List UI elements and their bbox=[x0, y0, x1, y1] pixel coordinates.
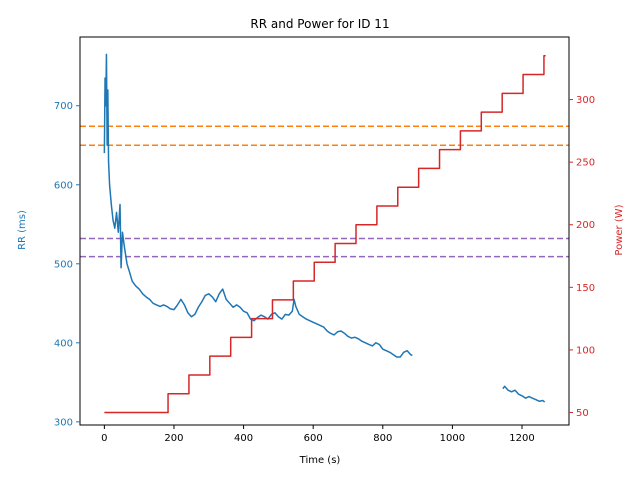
left-axis-title: RR (ms) bbox=[17, 210, 28, 250]
plot-frame bbox=[79, 36, 570, 426]
rr-line bbox=[103, 53, 546, 403]
right-axis-ticks: 50 100 150 200 250 300 bbox=[569, 95, 595, 419]
left-axis-ticks: 300 400 500 600 700 bbox=[54, 101, 80, 428]
x-tick-label: 0 bbox=[101, 433, 107, 444]
right-tick-label: 100 bbox=[576, 345, 595, 356]
left-tick-label: 300 bbox=[54, 417, 73, 428]
x-tick-label: 400 bbox=[234, 433, 253, 444]
left-tick-label: 400 bbox=[54, 338, 73, 349]
x-tick-label: 600 bbox=[304, 433, 323, 444]
right-tick-label: 300 bbox=[576, 95, 595, 106]
x-tick-label: 800 bbox=[373, 433, 392, 444]
right-tick-label: 250 bbox=[576, 158, 595, 169]
right-axis-title: Power (W) bbox=[614, 204, 625, 255]
x-tick-label: 1000 bbox=[440, 433, 465, 444]
chart-title: RR and Power for ID 11 bbox=[250, 17, 389, 31]
right-tick-label: 50 bbox=[576, 408, 589, 419]
x-axis-title: Time (s) bbox=[299, 455, 341, 466]
power-line bbox=[104, 55, 546, 414]
x-axis-ticks: 0 200 400 600 800 1000 1200 bbox=[101, 425, 535, 444]
power-series bbox=[104, 55, 546, 414]
left-tick-label: 700 bbox=[54, 101, 73, 112]
left-tick-label: 500 bbox=[54, 259, 73, 270]
x-tick-label: 1200 bbox=[509, 433, 534, 444]
left-tick-label: 600 bbox=[54, 180, 73, 191]
x-tick-label: 200 bbox=[164, 433, 183, 444]
right-tick-label: 150 bbox=[576, 283, 595, 294]
rr-series bbox=[103, 53, 546, 403]
reference-lines bbox=[80, 125, 569, 258]
right-tick-label: 200 bbox=[576, 220, 595, 231]
